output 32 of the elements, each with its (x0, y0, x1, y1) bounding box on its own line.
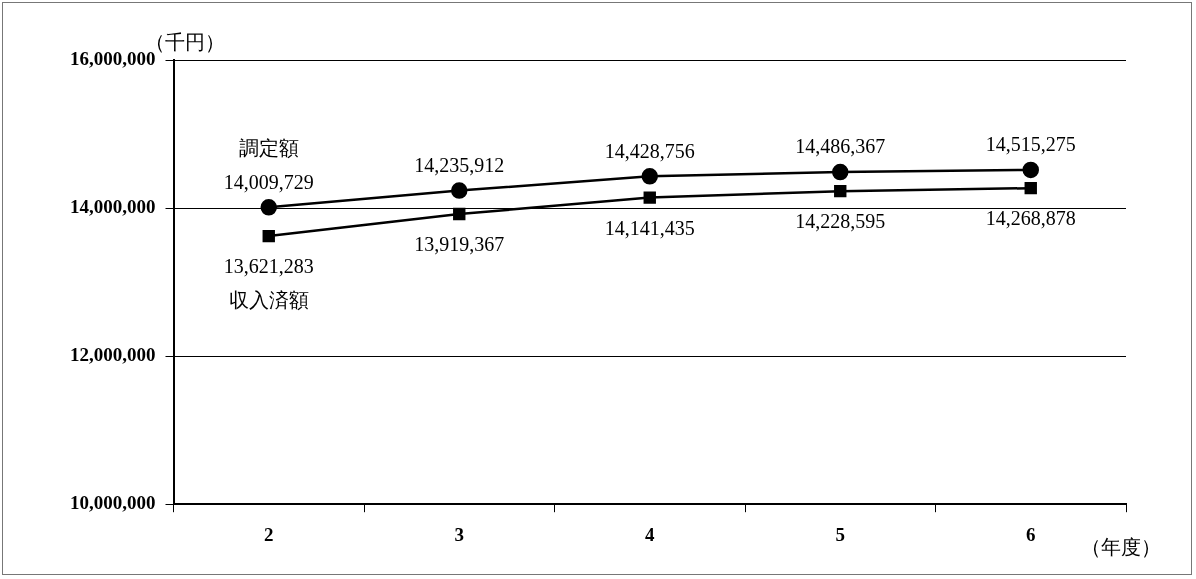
data-label: 13,621,283 (223, 255, 314, 278)
x-tick-label: 3 (454, 523, 464, 545)
point (832, 163, 849, 181)
point (453, 207, 466, 221)
data-label: 14,486,367 (795, 135, 886, 158)
x-tick-label: 6 (1026, 523, 1036, 545)
y-tick-label: 12,000,000 (70, 344, 156, 366)
data-label: 13,919,367 (414, 233, 505, 256)
data-label: 14,268,878 (985, 207, 1076, 230)
x-tick-label: 5 (835, 523, 845, 545)
y-tick-label: 16,000,000 (70, 47, 156, 69)
data-label: 14,141,435 (604, 216, 695, 239)
text: 調定額 (238, 136, 299, 159)
data-label: 14,515,275 (985, 133, 1076, 156)
y-tick-label: 14,000,000 (70, 195, 156, 217)
point (834, 184, 847, 198)
point (1024, 181, 1037, 195)
data-label: 14,228,595 (795, 210, 886, 233)
point (643, 191, 656, 204)
point (451, 182, 468, 199)
point (1022, 161, 1039, 179)
y-tick-label: 10,000,000 (70, 492, 156, 514)
data-label: 14,428,756 (604, 139, 695, 162)
x-tick-label: 2 (264, 523, 274, 545)
text: 収入済額 (228, 289, 309, 312)
point (641, 168, 658, 185)
point (262, 229, 275, 243)
data-label: 14,009,729 (223, 170, 314, 193)
point (260, 199, 277, 216)
data-label: 14,235,912 (414, 153, 505, 176)
x-axis-title: （年度） (1081, 536, 1161, 559)
x-tick-label: 4 (645, 523, 655, 545)
